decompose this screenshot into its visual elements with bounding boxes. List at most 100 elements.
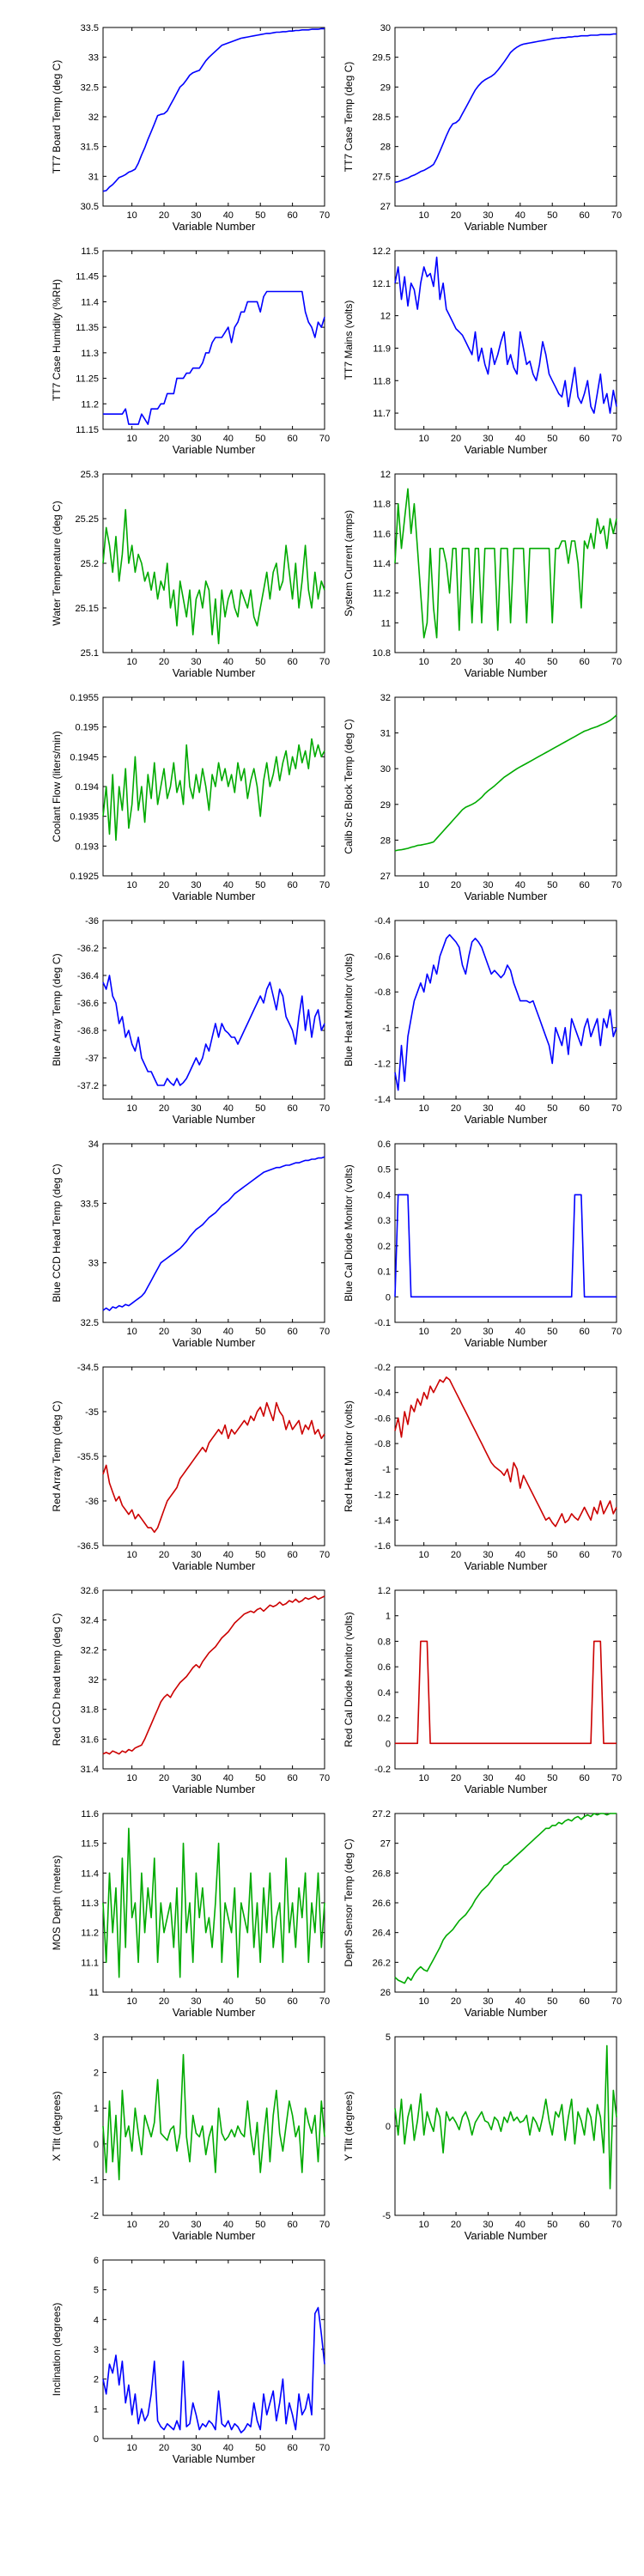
x-tick-label: 30 [191,1996,201,2007]
x-tick-label: 40 [223,657,234,667]
plot-area [394,1813,617,1993]
y-tick-label: 2 [94,2069,99,2079]
y-tick-label: 30 [380,23,391,33]
chart-panel-18: 26 26.2 26.4 26.6 26.8 27 27.2 10 20 30 40 50 60 70 Va… [343,1809,622,2019]
chart-panel-16: -0.2 0 0.2 0.4 0.6 0.8 1 1.2 10 20 30 40 50 60 70 Varia… [343,1586,622,1795]
x-tick-label: 70 [319,880,330,890]
chart-panel-15: 31.4 31.6 31.8 32 32.2 32.4 32.6 10 20 30 40 50 60 70… [51,1586,330,1795]
y-axis-label: Y Tilt (degrees) [343,2091,355,2160]
plot-area [102,1366,325,1546]
chart-panel-17: 11 11.1 11.2 11.3 11.4 11.5 11.6 10 20 30 40 50 60 70… [51,1809,330,2019]
y-tick-label: 0.1945 [70,752,99,762]
y-tick-label: -1 [382,1465,391,1475]
y-tick-label: 12 [380,312,391,322]
y-tick-label: 0 [386,1292,391,1303]
y-axis-label: Red Array Temp (deg C) [51,1400,63,1511]
chart-panel-11: 32.5 33 33.5 34 10 20 30 40 50 60 70 Variable Numbe… [51,1139,330,1349]
plot-area [394,920,617,1100]
x-tick-label: 20 [451,880,461,890]
x-tick-label: 30 [483,434,493,444]
y-tick-label: -2 [90,2211,99,2221]
y-tick-label: 1 [386,1612,391,1622]
y-tick-label: 0.6 [378,1662,391,1673]
x-tick-label: 60 [579,1773,589,1783]
x-tick-label: 50 [547,2220,557,2230]
x-tick-label: 60 [579,210,589,221]
plot-area [102,2259,325,2439]
chart-panel-6: 10.8 11 11.2 11.4 11.6 11.8 12 10 20 30 40 50 60 70 Va… [343,470,622,679]
x-tick-label: 60 [579,657,589,667]
series-line [102,508,325,645]
y-tick-label: 26.2 [373,1958,391,1968]
y-axis-label: Coolant Flow (liters/min) [51,731,63,841]
chart-panel-10: -1.4 -1.2 -1 -0.8 -0.6 -0.4 10 20 30 40 50 60 70 Vari… [343,916,622,1126]
y-tick-label: 29 [380,82,391,93]
x-axis-label: Variable Number [173,1113,256,1126]
x-tick-label: 10 [127,1550,137,1560]
y-axis-label: Blue Array Temp (deg C) [51,953,63,1066]
x-tick-label: 20 [159,434,169,444]
x-tick-label: 60 [579,1103,589,1114]
x-tick-label: 60 [287,1550,297,1560]
plot-area [102,1589,325,1770]
x-tick-label: 50 [547,1773,557,1783]
y-tick-label: 12.2 [373,246,391,257]
y-tick-label: 26.6 [373,1899,391,1909]
chart-panel-8: 27 28 29 30 31 32 10 20 30 40 50 60 70 Variable Numbe… [343,693,622,902]
y-tick-label: 11.8 [373,376,391,386]
y-tick-label: 11.35 [76,323,99,333]
x-tick-label: 40 [515,880,526,890]
y-tick-label: 11.2 [81,1929,99,1939]
x-tick-label: 30 [191,210,201,221]
x-axis-label: Variable Number [173,666,256,679]
x-tick-label: 30 [483,210,493,221]
y-tick-label: 2 [94,2375,99,2385]
x-axis-label: Variable Number [465,443,548,456]
y-tick-label: 27.5 [373,172,391,182]
chart-panel-14: -1.6 -1.4 -1.2 -1 -0.8 -0.6 -0.4 -0.2 10 20 30 40 50… [343,1363,622,1572]
x-tick-label: 30 [191,1327,201,1337]
y-tick-label: 11.2 [81,399,99,410]
chart-panel-5: 25.1 25.15 25.2 25.25 25.3 10 20 30 40 50 60 70 Vari… [51,470,330,679]
x-tick-label: 50 [547,880,557,890]
y-tick-label: -35.5 [77,1452,99,1462]
y-tick-label: -36.8 [77,1026,99,1036]
x-tick-label: 30 [191,2220,201,2230]
y-tick-label: 11.2 [373,589,391,599]
y-tick-label: 32.4 [81,1616,99,1626]
x-tick-label: 70 [611,210,622,221]
series-line [102,975,325,1086]
y-tick-label: 29 [380,800,391,811]
y-tick-label: -0.4 [374,1388,391,1399]
y-tick-label: 12.1 [373,279,391,289]
x-tick-label: 70 [319,657,330,667]
x-tick-label: 60 [287,434,297,444]
y-axis-label: Blue Cal Diode Monitor (volts) [343,1164,355,1301]
y-tick-label: 11.8 [373,500,391,510]
series-line [102,1595,325,1755]
x-axis-label: Variable Number [173,220,256,233]
x-tick-label: 40 [223,1550,234,1560]
y-tick-label: 11.7 [373,409,391,419]
y-axis-label: Water Temperature (deg C) [51,501,63,625]
x-tick-label: 20 [451,1103,461,1114]
x-tick-label: 40 [223,1327,234,1337]
x-tick-label: 60 [579,1327,589,1337]
y-tick-label: 26 [380,1988,391,1998]
y-axis-label: TT7 Board Temp (deg C) [51,60,63,174]
y-tick-label: -1.4 [374,1095,391,1105]
series-line [394,488,617,639]
series-line [102,1401,325,1534]
x-tick-label: 60 [287,1103,297,1114]
x-tick-label: 40 [223,2220,234,2230]
y-tick-label: 11.5 [81,246,99,257]
x-tick-label: 50 [547,210,557,221]
x-axis-label: Variable Number [465,1113,548,1126]
y-tick-label: -36 [85,916,99,927]
chart-panel-9: -37.2 -37 -36.8 -36.6 -36.4 -36.2 -36 10 20 30 40 5… [51,916,330,1126]
y-axis-label: Red CCD head temp (deg C) [51,1613,63,1747]
chart-panel-12: -0.1 0 0.1 0.2 0.3 0.4 0.5 0.6 10 20 30 40 50 60 70 Var… [343,1139,622,1349]
y-tick-label: -35 [85,1407,99,1418]
x-tick-label: 60 [579,434,589,444]
